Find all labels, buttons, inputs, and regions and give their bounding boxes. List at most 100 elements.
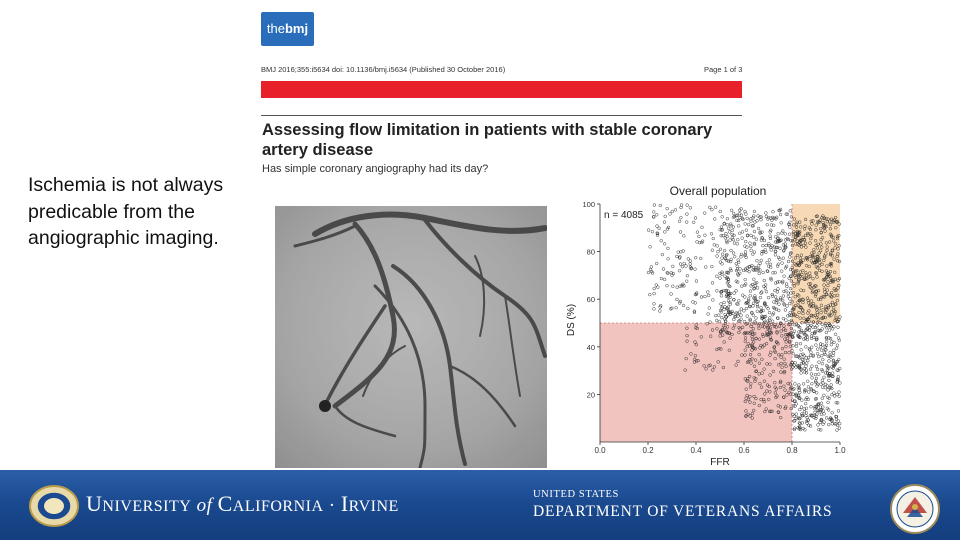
chart-point [805, 361, 809, 365]
chart-point [765, 333, 769, 338]
chart-point [814, 338, 819, 342]
chart-point [800, 238, 804, 242]
chart-point [809, 388, 814, 392]
chart-point [715, 347, 719, 352]
chart-point [726, 280, 731, 284]
chart-point [696, 359, 700, 363]
chart-point [831, 351, 836, 355]
chart-point [763, 286, 768, 290]
article-red-bar [261, 81, 742, 98]
chart-point [826, 283, 830, 288]
chart-point [748, 385, 753, 389]
chart-point [720, 306, 724, 310]
chart-point [713, 205, 718, 209]
chart-point [770, 409, 774, 413]
chart-point [795, 229, 799, 234]
article-title: Assessing flow limitation in patients wi… [262, 121, 713, 159]
chart-point [813, 410, 817, 415]
chart-point [768, 326, 773, 330]
chart-point [770, 218, 774, 222]
chart-point [678, 284, 682, 288]
chart-point [814, 306, 818, 310]
chart-point [758, 261, 762, 266]
chart-point [807, 226, 811, 230]
chart-point [744, 322, 748, 326]
chart-point [751, 326, 755, 331]
chart-point [650, 230, 655, 234]
chart-point [752, 242, 757, 246]
chart-point [823, 345, 827, 349]
chart-point [743, 252, 748, 257]
chart-point [792, 307, 796, 312]
chart-point [815, 391, 819, 395]
chart-point [755, 309, 759, 313]
chart-point [764, 290, 769, 294]
uci-word-niversity: NIVERSITY [102, 498, 192, 515]
chart-point [833, 270, 837, 274]
chart-point [824, 307, 828, 311]
chart-point [824, 321, 828, 326]
chart-point [774, 245, 778, 250]
chart-point [814, 376, 819, 381]
chart-point [814, 228, 818, 232]
chart-point [819, 412, 824, 416]
chart-point [737, 330, 741, 335]
chart-point [748, 241, 752, 245]
chart-point [724, 315, 728, 319]
chart-point [757, 361, 762, 365]
chart-point [813, 294, 818, 298]
chart-point [817, 307, 822, 311]
chart-point [724, 276, 729, 281]
chart-point [789, 215, 794, 219]
chart-point [743, 336, 748, 340]
chart-point [744, 212, 748, 216]
chart-point [754, 369, 759, 373]
chart-point [683, 368, 687, 372]
chart-point [718, 330, 723, 334]
chart-point [709, 232, 714, 236]
chart-point [797, 396, 801, 401]
chart-point [816, 423, 820, 427]
chart-point [802, 354, 806, 358]
chart-point [824, 241, 829, 245]
chart-point [810, 382, 814, 386]
chart-point [789, 363, 794, 367]
uci-word-of: of [196, 495, 213, 516]
chart-point [823, 315, 828, 320]
chart-point [742, 332, 746, 336]
chart-point [834, 220, 839, 224]
chart-point [818, 249, 823, 253]
chart-point [755, 219, 759, 223]
chart-point [781, 249, 786, 253]
chart-point [837, 390, 841, 394]
chart-point [825, 308, 829, 312]
chart-point [724, 329, 728, 333]
chart-point [790, 334, 795, 339]
chart-point [783, 244, 787, 249]
chart-point [797, 278, 801, 282]
chart-point [718, 308, 723, 313]
chart-point [694, 256, 698, 260]
chart-point [794, 344, 799, 348]
chart-point [692, 357, 697, 361]
chart-point [836, 409, 841, 413]
chart-point [818, 257, 822, 262]
chart-point [736, 258, 740, 262]
chart-point [795, 253, 800, 258]
chart-y-tick-label: 20 [587, 390, 595, 399]
chart-point [774, 387, 779, 391]
chart-point [830, 365, 834, 369]
chart-point [752, 277, 756, 281]
chart-point [803, 370, 807, 374]
chart-point [805, 419, 809, 423]
chart-point [786, 294, 790, 299]
chart-point [835, 392, 839, 397]
chart-point [719, 290, 724, 294]
chart-point [804, 368, 808, 372]
chart-point [692, 220, 696, 224]
chart-point [813, 405, 817, 409]
chart-point [821, 343, 825, 347]
chart-point [835, 298, 839, 303]
chart-point [796, 282, 800, 286]
chart-point [778, 380, 782, 385]
